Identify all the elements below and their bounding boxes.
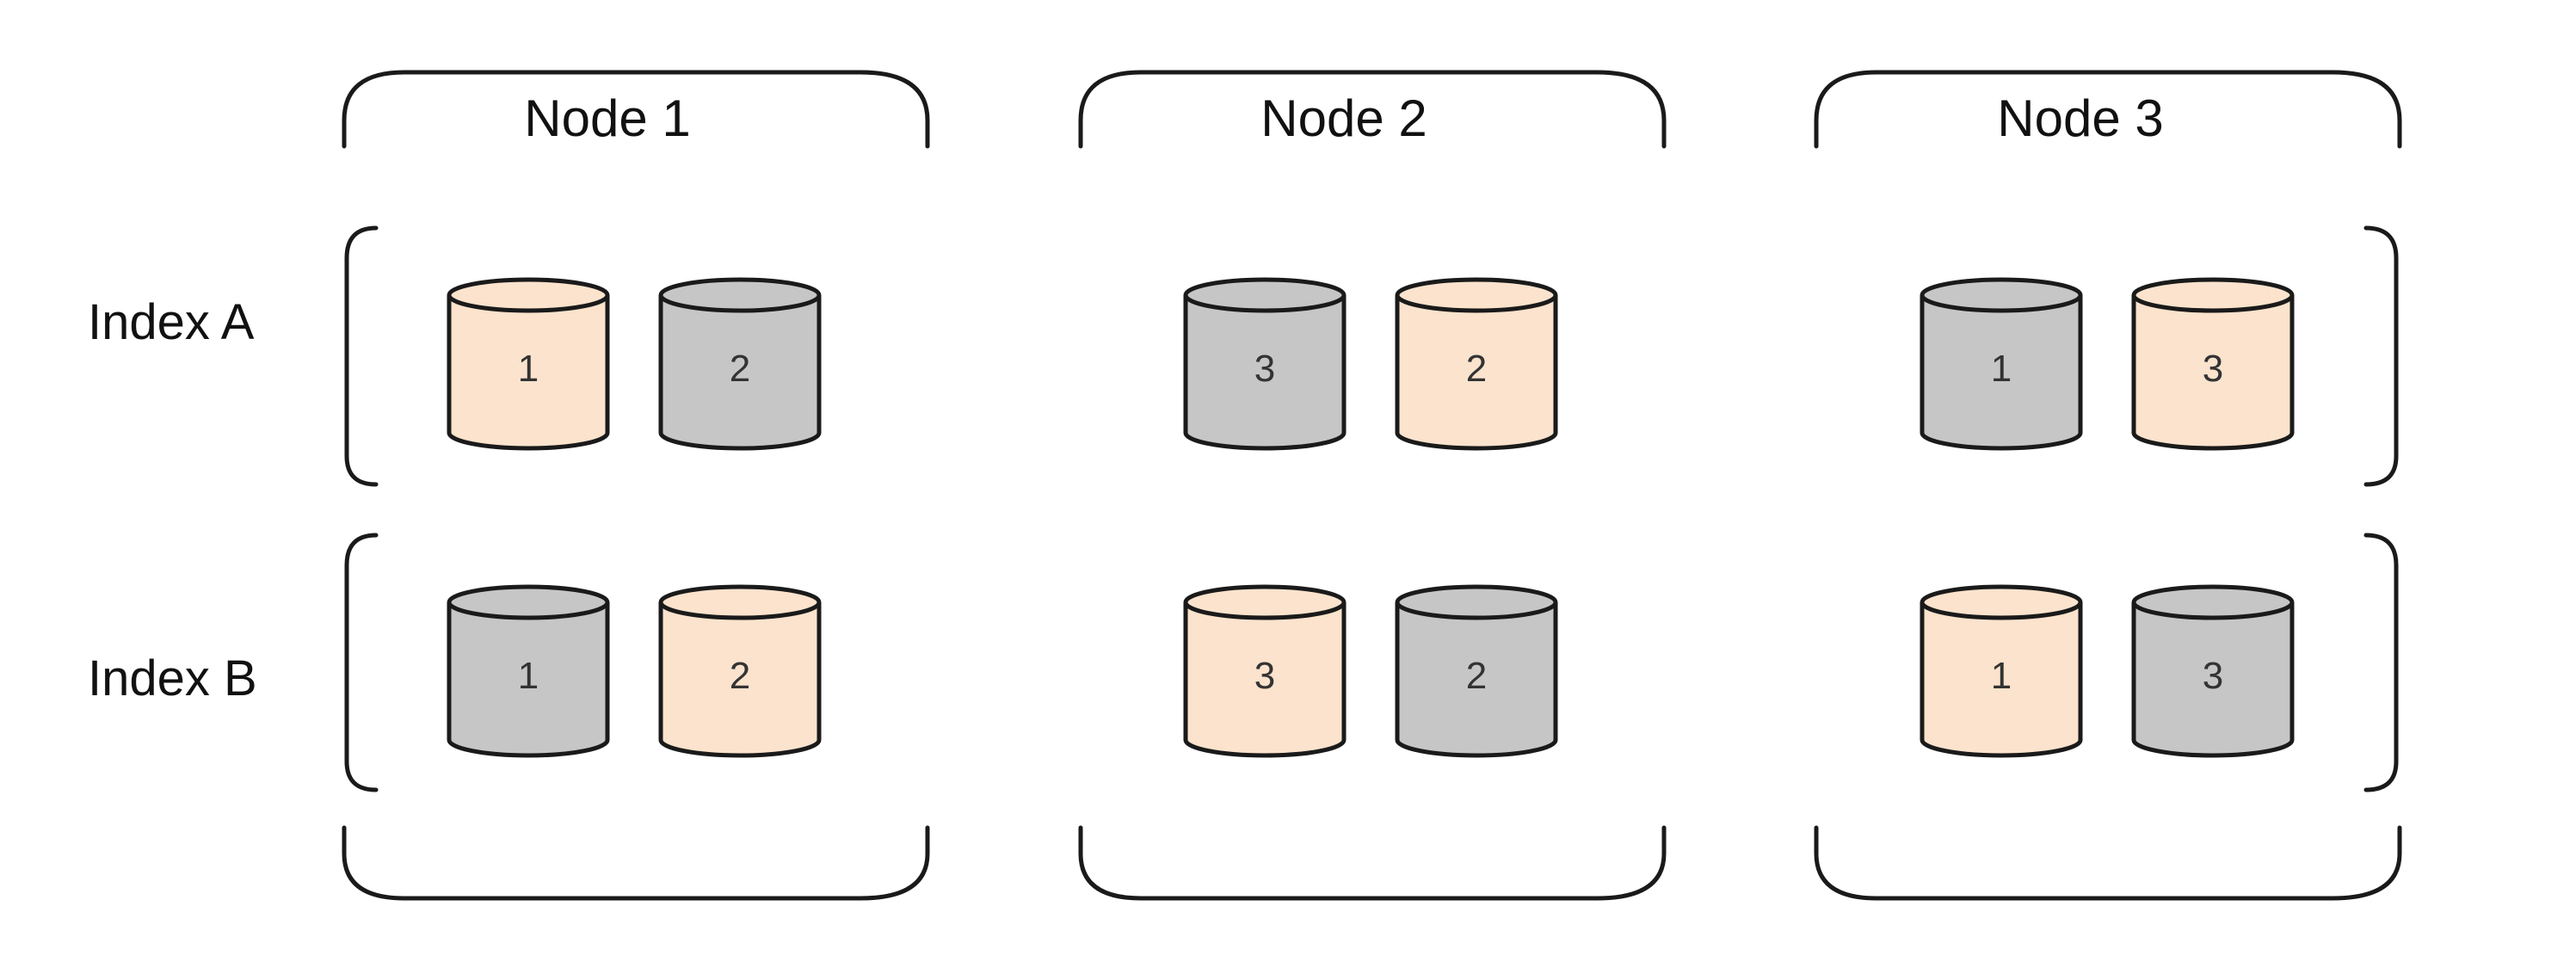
shard-number-label: 3	[2203, 655, 2223, 697]
shard-number-label: 1	[1991, 348, 2012, 390]
shard-number-label: 3	[1254, 348, 1275, 390]
shards-layer: 1 2 3 2 1 3 1 2 3 2 1 3	[447, 277, 2295, 758]
shard-body	[2131, 602, 2295, 758]
shard-body	[1920, 295, 2083, 451]
shard-primary-cylinder: 2	[658, 584, 822, 758]
shard-primary-cylinder: 1	[1920, 584, 2083, 758]
shard-top-cap	[658, 277, 822, 313]
shard-body	[1395, 602, 1558, 758]
shard-number-label: 2	[1466, 348, 1487, 390]
shard-number-label: 2	[1466, 655, 1487, 697]
node-3-label: Node 3	[1997, 89, 2163, 147]
index-b-left-bracket	[344, 533, 379, 792]
shard-replica-cylinder: 3	[1183, 277, 1347, 451]
shard-body	[447, 295, 610, 451]
shard-top-cap	[1920, 584, 2083, 620]
shard-body	[1920, 602, 2083, 758]
shard-replica-cylinder: 1	[1920, 277, 2083, 451]
index-a-label: Index A	[88, 294, 255, 350]
shard-body	[1183, 295, 1347, 451]
node-2-label: Node 2	[1260, 89, 1427, 147]
shard-replica-cylinder: 3	[2131, 584, 2295, 758]
shard-primary-cylinder: 3	[1183, 584, 1347, 758]
shard-primary-cylinder: 3	[2131, 277, 2295, 451]
shard-top-cap	[447, 584, 610, 620]
index-b-label: Index B	[88, 650, 257, 706]
shard-top-cap	[1395, 584, 1558, 620]
shard-body	[2131, 295, 2295, 451]
node-2-bottom-bracket	[1078, 825, 1667, 901]
node-2-top-bracket	[1078, 70, 1667, 149]
shard-body	[658, 602, 822, 758]
node-1-label: Node 1	[524, 89, 690, 147]
shard-primary-cylinder: 2	[1395, 277, 1558, 451]
shard-body	[1395, 295, 1558, 451]
node-1-top-bracket	[342, 70, 930, 149]
node-3-bottom-bracket	[1814, 825, 2402, 901]
shard-top-cap	[1395, 277, 1558, 313]
shard-top-cap	[2131, 277, 2295, 313]
shard-number-label: 1	[518, 655, 539, 697]
index-a-right-bracket	[2363, 225, 2399, 487]
shard-top-cap	[1183, 584, 1347, 620]
shard-number-label: 3	[2203, 348, 2223, 390]
index-b-right-bracket	[2363, 533, 2399, 792]
shard-body	[447, 602, 610, 758]
shard-number-label: 1	[1991, 655, 2012, 697]
node-1-bottom-bracket	[342, 825, 930, 901]
shard-body	[658, 295, 822, 451]
index-a-left-bracket	[344, 225, 379, 487]
shard-primary-cylinder: 1	[447, 277, 610, 451]
node-3-top-bracket	[1814, 70, 2402, 149]
shard-number-label: 3	[1254, 655, 1275, 697]
shard-replica-cylinder: 1	[447, 584, 610, 758]
shard-top-cap	[1183, 277, 1347, 313]
shard-top-cap	[658, 584, 822, 620]
shard-replica-cylinder: 2	[1395, 584, 1558, 758]
shard-number-label: 2	[730, 348, 750, 390]
shard-replica-cylinder: 2	[658, 277, 822, 451]
shard-number-label: 2	[730, 655, 750, 697]
shard-body	[1183, 602, 1347, 758]
shard-top-cap	[2131, 584, 2295, 620]
shard-top-cap	[447, 277, 610, 313]
shard-number-label: 1	[518, 348, 539, 390]
shard-top-cap	[1920, 277, 2083, 313]
